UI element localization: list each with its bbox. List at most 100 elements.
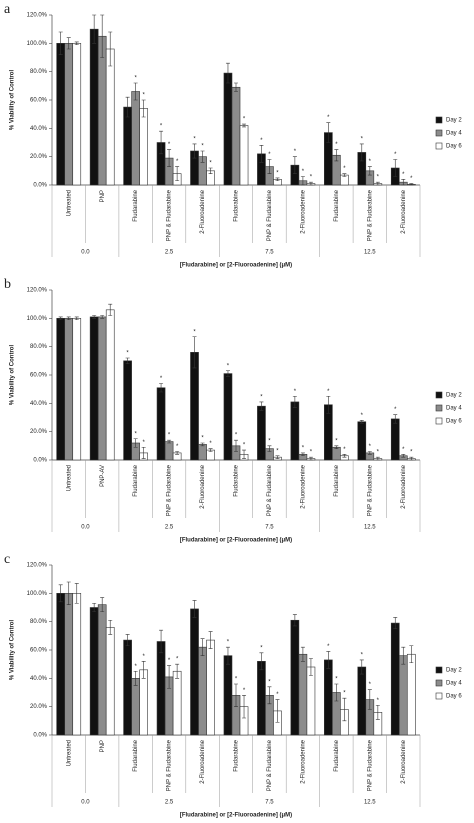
significance-mark: * (369, 444, 372, 450)
error-bar (167, 149, 172, 167)
significance-mark: * (294, 149, 297, 155)
bar (198, 444, 207, 461)
group-label: 12.5 (364, 525, 376, 531)
error-bar (133, 670, 138, 686)
y-tick-label: 60.0% (30, 648, 48, 654)
error-bar (192, 600, 197, 618)
significance-mark: * (327, 389, 330, 395)
error-bar (367, 689, 372, 710)
bar (123, 639, 132, 736)
error-bar (292, 395, 297, 408)
y-tick-label: 120.0% (27, 13, 48, 19)
x-tick-label: PNP & Fludarabine (367, 464, 373, 516)
significance-mark: * (201, 436, 204, 442)
error-bar (308, 658, 313, 676)
significance-mark: * (176, 444, 179, 450)
error-bar (74, 583, 79, 604)
legend-label: Day 2 (446, 668, 462, 674)
significance-mark: * (268, 679, 271, 685)
error-bar (192, 143, 197, 159)
y-tick-label: 80.0% (30, 69, 48, 75)
y-tick-label: 0.0% (33, 183, 47, 189)
error-bar (133, 82, 138, 101)
error-bar (342, 697, 347, 722)
error-bar (259, 401, 264, 411)
error-bar (74, 41, 79, 46)
error-bar (359, 659, 364, 675)
significance-mark: * (276, 692, 279, 698)
significance-mark: * (134, 76, 137, 82)
error-bar (242, 123, 247, 128)
error-bar (133, 438, 138, 448)
error-bar (100, 315, 105, 319)
error-bar (300, 176, 305, 186)
bar (64, 43, 74, 186)
group-label: 7.5 (265, 800, 274, 806)
group-label: 7.5 (265, 250, 274, 256)
significance-mark: * (377, 450, 380, 456)
bar (72, 318, 82, 461)
error-bar (326, 651, 331, 669)
bar (72, 43, 82, 186)
error-bar (58, 316, 63, 321)
x-tick-label: 2-Fluoroadenine (401, 464, 407, 508)
x-tick-label: 2-Fluoroadenine (200, 189, 206, 233)
error-bar (375, 704, 380, 720)
error-bar (359, 143, 364, 162)
panel-label: a (4, 2, 11, 17)
error-bar (66, 37, 71, 50)
y-tick-label: 60.0% (30, 98, 48, 104)
error-bar (409, 456, 414, 461)
significance-mark: * (327, 644, 330, 650)
bar (97, 35, 107, 186)
y-tick-label: 80.0% (30, 344, 48, 350)
y-tick-label: 120.0% (27, 288, 48, 294)
bar (223, 72, 233, 186)
error-bar (125, 357, 130, 364)
error-bar (242, 449, 247, 459)
significance-mark: * (394, 407, 397, 413)
bar (257, 405, 266, 461)
bar (223, 373, 233, 461)
error-bar (367, 166, 372, 176)
error-bar (108, 303, 113, 316)
error-bar (234, 439, 238, 452)
significance-mark: * (209, 441, 212, 447)
significance-mark: * (276, 448, 279, 454)
x-tick-label: PNP & Fludarabine (267, 189, 273, 241)
error-bar (141, 446, 146, 459)
x-tick-label: PNP & Fludarabine (367, 739, 373, 791)
x-tick-label: 2-Fluoroadenine (300, 464, 306, 508)
significance-mark: * (335, 438, 338, 444)
x-tick-label: 2-Fluoroadenine (200, 739, 206, 783)
bar (231, 86, 241, 186)
error-bar (125, 634, 130, 647)
significance-mark: * (361, 413, 364, 419)
error-bar (141, 661, 146, 679)
error-bar (74, 316, 79, 321)
bar (223, 655, 233, 736)
y-tick-label: 100.0% (27, 41, 48, 47)
error-bar (334, 445, 339, 449)
group-label: 0.0 (81, 800, 90, 806)
group-label: 0.0 (81, 525, 90, 531)
error-bar (367, 451, 372, 455)
bar (206, 639, 215, 736)
y-tick-label: 120.0% (27, 563, 48, 569)
significance-mark: * (276, 170, 279, 176)
significance-mark: * (410, 176, 413, 182)
significance-mark: * (343, 691, 346, 697)
x-tick-label: PNP (100, 190, 106, 202)
bar (164, 441, 174, 461)
x-axis-title: [Fludarabine] or [2-Fluoroadenine] (μM) (180, 813, 292, 819)
significance-mark: * (260, 645, 263, 651)
significance-mark: * (235, 677, 238, 683)
significance-mark: * (335, 677, 338, 683)
error-bar (234, 82, 238, 92)
group-label: 0.0 (81, 250, 90, 256)
bar (105, 309, 115, 461)
x-tick-label: Fludarabine (334, 739, 340, 771)
error-bar (100, 14, 105, 58)
y-tick-label: 100.0% (27, 316, 48, 322)
bar (257, 661, 266, 736)
